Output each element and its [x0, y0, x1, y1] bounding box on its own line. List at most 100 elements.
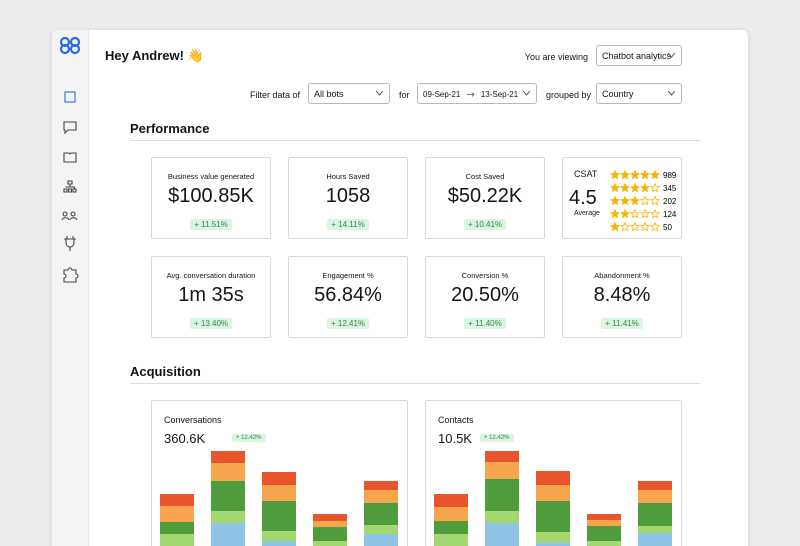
chip-row: + 14.11% [289, 214, 407, 232]
analytics-icon[interactable] [64, 91, 76, 103]
bar-segment [313, 541, 347, 546]
csat-score-label: Average [574, 210, 600, 217]
sidebar-icons [59, 36, 81, 283]
bar-segment [364, 503, 398, 525]
kpi-label: Engagement % [322, 271, 374, 280]
chip-row: + 13.40% [152, 313, 270, 331]
star [619, 195, 631, 206]
kpi-card: Conversion % 20.50% + 11.40% [425, 256, 545, 338]
bar-segment [262, 472, 296, 485]
star [619, 221, 631, 232]
star [609, 195, 621, 206]
kpi-value: 56.84% [314, 284, 382, 306]
chat-icon[interactable] [63, 121, 77, 135]
plug-icon[interactable] [64, 236, 76, 251]
rating-count: 989 [663, 171, 677, 180]
star [629, 182, 641, 193]
kpi-card: Cost Saved $50.22K + 10.41% [425, 157, 545, 239]
bar-segment [160, 494, 194, 506]
bar-segment [160, 506, 194, 522]
group-dropdown[interactable]: Country [596, 83, 682, 104]
bar-segment [364, 534, 398, 546]
bar-segment [638, 533, 672, 546]
rating-count: 345 [663, 184, 677, 193]
users-icon[interactable] [61, 211, 78, 221]
star [609, 208, 621, 219]
bar-segment [211, 451, 245, 463]
star [629, 208, 641, 219]
bar-segment [485, 479, 519, 511]
csat-card: CSAT 4.5 Average 989 345 202 124 50 [562, 157, 682, 239]
chip-row: + 11.51% [152, 214, 270, 232]
star-rating [609, 195, 661, 206]
star [629, 195, 641, 206]
chip-row: + 12.41% [289, 313, 407, 331]
flow-icon[interactable] [63, 180, 77, 193]
kpi-value: 1058 [325, 185, 371, 207]
kpi-card: Hours Saved 1058 + 14.11% [288, 157, 408, 239]
star-rating [609, 169, 661, 180]
bar-segment [211, 463, 245, 481]
bar-segment [485, 523, 519, 546]
chart-card: Conversations 360.6K + 12.42% [151, 400, 408, 546]
csat-label: CSAT [574, 169, 598, 179]
extension-icon[interactable] [63, 267, 79, 283]
bar-segment [262, 485, 296, 501]
bar-segment [364, 525, 398, 534]
bar-segment [211, 481, 245, 511]
bar-segment [536, 485, 570, 501]
star [649, 169, 661, 180]
bar-segment [536, 543, 570, 546]
logo [59, 36, 81, 55]
bar-segment [587, 514, 621, 520]
bot-type-dropdown[interactable]: Chatbot analytics [596, 45, 682, 66]
bar-segment [434, 521, 468, 534]
star [639, 195, 651, 206]
star [639, 182, 651, 193]
bar-segment [485, 511, 519, 523]
star [649, 208, 661, 219]
group-label: grouped by [546, 90, 592, 100]
chart-title: Contacts [438, 415, 474, 425]
for-label: for [399, 90, 410, 100]
star [639, 221, 651, 232]
date-to: 13-Sep-21 [480, 90, 519, 99]
star [639, 208, 651, 219]
bar-segment [211, 523, 245, 546]
change-chip: + 10.41% [463, 219, 507, 230]
kpi-card: Business value generated $100.85K + 11.51% [151, 157, 271, 239]
kpi-label: Abandonment % [594, 271, 650, 280]
bar-segment [587, 526, 621, 541]
divider [130, 383, 700, 384]
star [609, 169, 621, 180]
dropdown-value: Country [602, 89, 634, 99]
ratings: 989 345 202 124 50 [609, 169, 677, 232]
book-icon[interactable] [63, 152, 77, 163]
bar-segment [160, 522, 194, 534]
date-from: 09-Sep-21 [423, 90, 461, 99]
bar-segment [638, 526, 672, 533]
bar-segment [587, 520, 621, 526]
change-chip: + 12.42% [232, 434, 266, 442]
bar-segment [434, 507, 468, 521]
bots-dropdown[interactable]: All bots [308, 83, 390, 104]
bar-segment [364, 481, 398, 490]
kpi-value: 1m 35s [178, 284, 244, 306]
kpi-label: Cost Saved [465, 172, 505, 181]
kpi-card: Avg. conversation duration 1m 35s + 13.40% [151, 256, 271, 338]
change-chip: + 12.41% [326, 318, 370, 329]
star [629, 221, 641, 232]
kpi-value: $50.22K [447, 185, 523, 207]
bar-segment [160, 534, 194, 546]
sidebar [52, 30, 89, 546]
bar-segment [313, 514, 347, 521]
change-chip: + 12.42% [480, 434, 514, 442]
dropdown-value: Chatbot analytics [602, 51, 672, 61]
bar-segment [536, 471, 570, 485]
star [619, 182, 631, 193]
date-range[interactable]: 09-Sep-21 13-Sep-21 [417, 83, 537, 104]
star [619, 208, 631, 219]
greeting: Hey Andrew! 👋 [105, 48, 204, 63]
stacked-bar-chart [434, 451, 672, 546]
section-title: Acquisition [130, 364, 201, 379]
